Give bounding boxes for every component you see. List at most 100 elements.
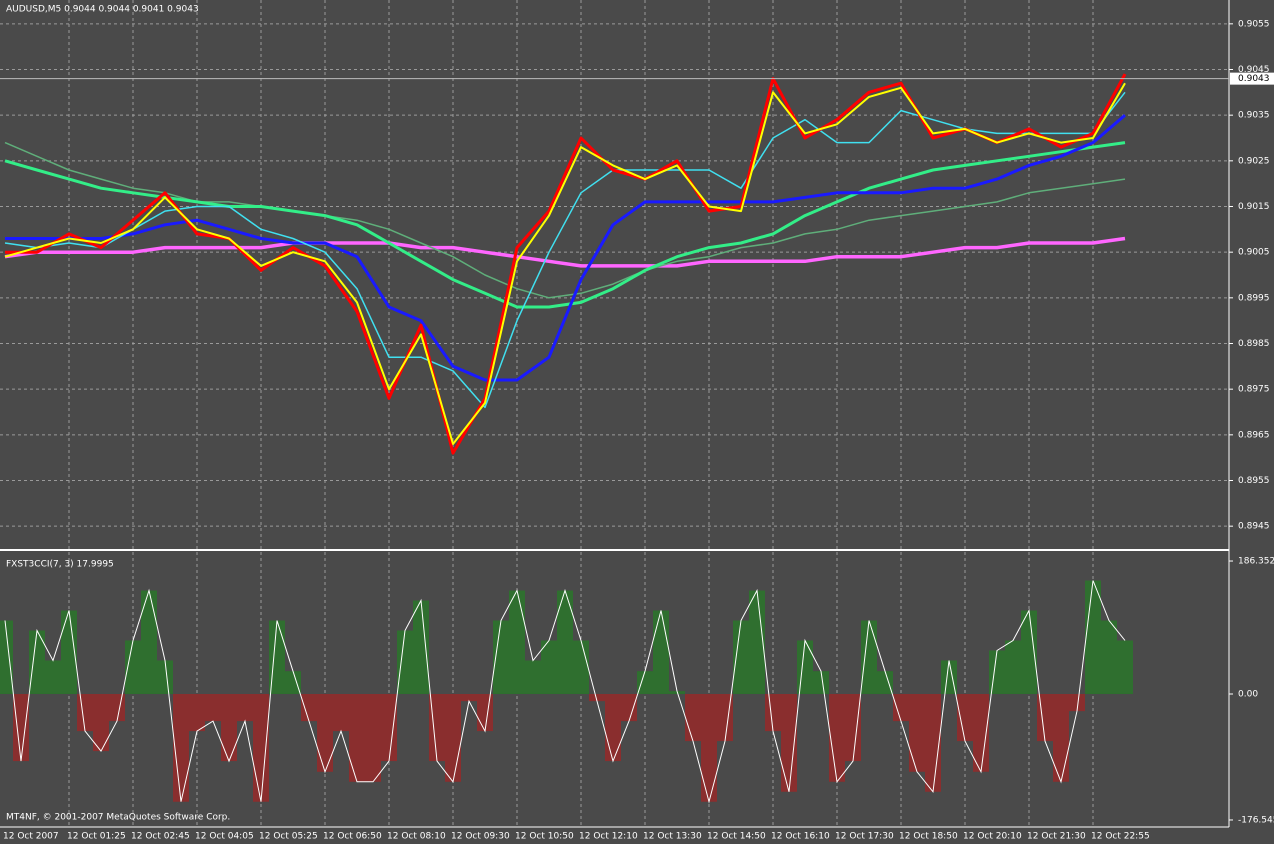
cci-bar [765, 693, 781, 732]
cci-bar [397, 630, 413, 694]
y-tick-label: 0.8995 [1238, 293, 1270, 303]
y-tick-label: 0.9005 [1238, 248, 1270, 258]
y-tick-label: 0.8965 [1238, 430, 1270, 440]
cci-bar [541, 640, 557, 694]
cci-bar [141, 590, 157, 694]
x-tick-label: 12 Oct 14:50 [707, 832, 766, 842]
x-tick-label: 12 Oct 13:30 [643, 832, 702, 842]
current-price-label: 0.9043 [1238, 74, 1270, 84]
y-tick-label: 0.8945 [1238, 522, 1270, 532]
indicator-title: FXST3CCI(7, 3) 17.9995 [6, 560, 114, 570]
x-tick-label: 12 Oct 22:55 [1091, 832, 1150, 842]
x-tick-label: 12 Oct 16:10 [771, 832, 830, 842]
y-tick-label: -176.545 [1238, 815, 1274, 825]
cci-bar [637, 671, 653, 694]
x-tick-label: 12 Oct 06:50 [323, 832, 382, 842]
cci-bar [909, 693, 925, 772]
cci-bar [205, 693, 221, 722]
cci-bar [685, 693, 701, 742]
x-tick-label: 12 Oct 10:50 [515, 832, 574, 842]
cci-bar [0, 620, 13, 694]
current-price-box [1230, 72, 1274, 85]
cci-bar [253, 693, 269, 802]
y-tick-label: 0.9055 [1238, 19, 1270, 29]
text-layer: AUDUSD,M5 0.9044 0.9044 0.9041 0.9043 FX… [3, 5, 1274, 842]
series-line [4, 141, 1126, 309]
cci-bar [829, 693, 845, 782]
cci-bar [493, 620, 509, 694]
cci-bar [45, 660, 61, 694]
x-tick-label: 12 Oct 20:10 [963, 832, 1022, 842]
cci-bar [605, 693, 621, 762]
cci-bar [1021, 610, 1037, 694]
copyright: MT4NF, © 2001-2007 MetaQuotes Software C… [6, 813, 230, 823]
cci-bar [29, 630, 45, 694]
cci-bar [269, 620, 285, 694]
cci-bar [509, 590, 525, 694]
y-tick-label: 186.352 [1238, 557, 1274, 567]
y-tick-label: 0.9015 [1238, 202, 1270, 212]
cci-bar [589, 693, 605, 702]
cci-bar [317, 693, 333, 772]
cci-bar [93, 693, 109, 752]
cci-bar [1101, 620, 1117, 694]
cci-bar [221, 693, 237, 762]
y-tick-label: 0.8975 [1238, 385, 1270, 395]
x-tick-label: 12 Oct 05:25 [259, 832, 318, 842]
cci-bar [717, 693, 733, 742]
cci-bar [445, 693, 461, 782]
y-tick-label: 0.8955 [1238, 476, 1270, 486]
mark-layer [0, 73, 1229, 804]
cci-bar [1085, 580, 1101, 694]
x-tick-label: 12 Oct 2007 [3, 832, 59, 842]
cci-bar [381, 693, 397, 762]
cci-bar [813, 671, 829, 694]
cci-bar [477, 693, 493, 732]
cci-bar [189, 693, 205, 732]
y-tick-label: 0.9045 [1238, 65, 1270, 75]
x-tick-label: 12 Oct 17:30 [835, 832, 894, 842]
cci-bar [13, 693, 29, 762]
cci-bar [733, 620, 749, 694]
cci-bar [653, 610, 669, 694]
cci-bar [77, 693, 93, 732]
cci-bar [1037, 693, 1053, 742]
x-tick-label: 12 Oct 04:05 [195, 832, 254, 842]
cci-bar [429, 693, 445, 762]
cci-bar [461, 693, 477, 702]
cci-bar [973, 693, 989, 772]
cci-bar [109, 693, 125, 722]
cci-bar [61, 610, 77, 694]
x-tick-label: 12 Oct 18:50 [899, 832, 958, 842]
cci-bar [781, 693, 797, 792]
y-tick-label: 0.00 [1238, 689, 1258, 699]
cci-bar [285, 671, 301, 694]
cci-outline [4, 580, 1126, 804]
series-line [5, 73, 1127, 455]
main-title: AUDUSD,M5 0.9044 0.9044 0.9041 0.9043 [6, 5, 199, 15]
series-line [4, 82, 1126, 445]
cci-bar [925, 693, 941, 792]
cci-bar [173, 693, 189, 802]
cci-bar [365, 693, 381, 782]
cci-bar [957, 693, 973, 742]
cci-bar [413, 600, 429, 694]
y-tick-label: 0.8985 [1238, 339, 1270, 349]
cci-bar [301, 693, 317, 722]
cci-bar [125, 640, 141, 694]
x-tick-label: 12 Oct 09:30 [451, 832, 510, 842]
cci-bar [797, 640, 813, 694]
cci-bar [349, 693, 365, 782]
cci-bar [333, 693, 349, 732]
cci-bar [557, 590, 573, 694]
cci-bar [1069, 693, 1085, 712]
cci-bar [573, 640, 589, 694]
series-line [5, 114, 1126, 382]
x-tick-label: 12 Oct 21:30 [1027, 832, 1086, 842]
series-line [4, 236, 1126, 268]
cci-bar [701, 693, 717, 802]
cci-bar [861, 620, 877, 694]
y-tick-label: 0.9025 [1238, 156, 1270, 166]
